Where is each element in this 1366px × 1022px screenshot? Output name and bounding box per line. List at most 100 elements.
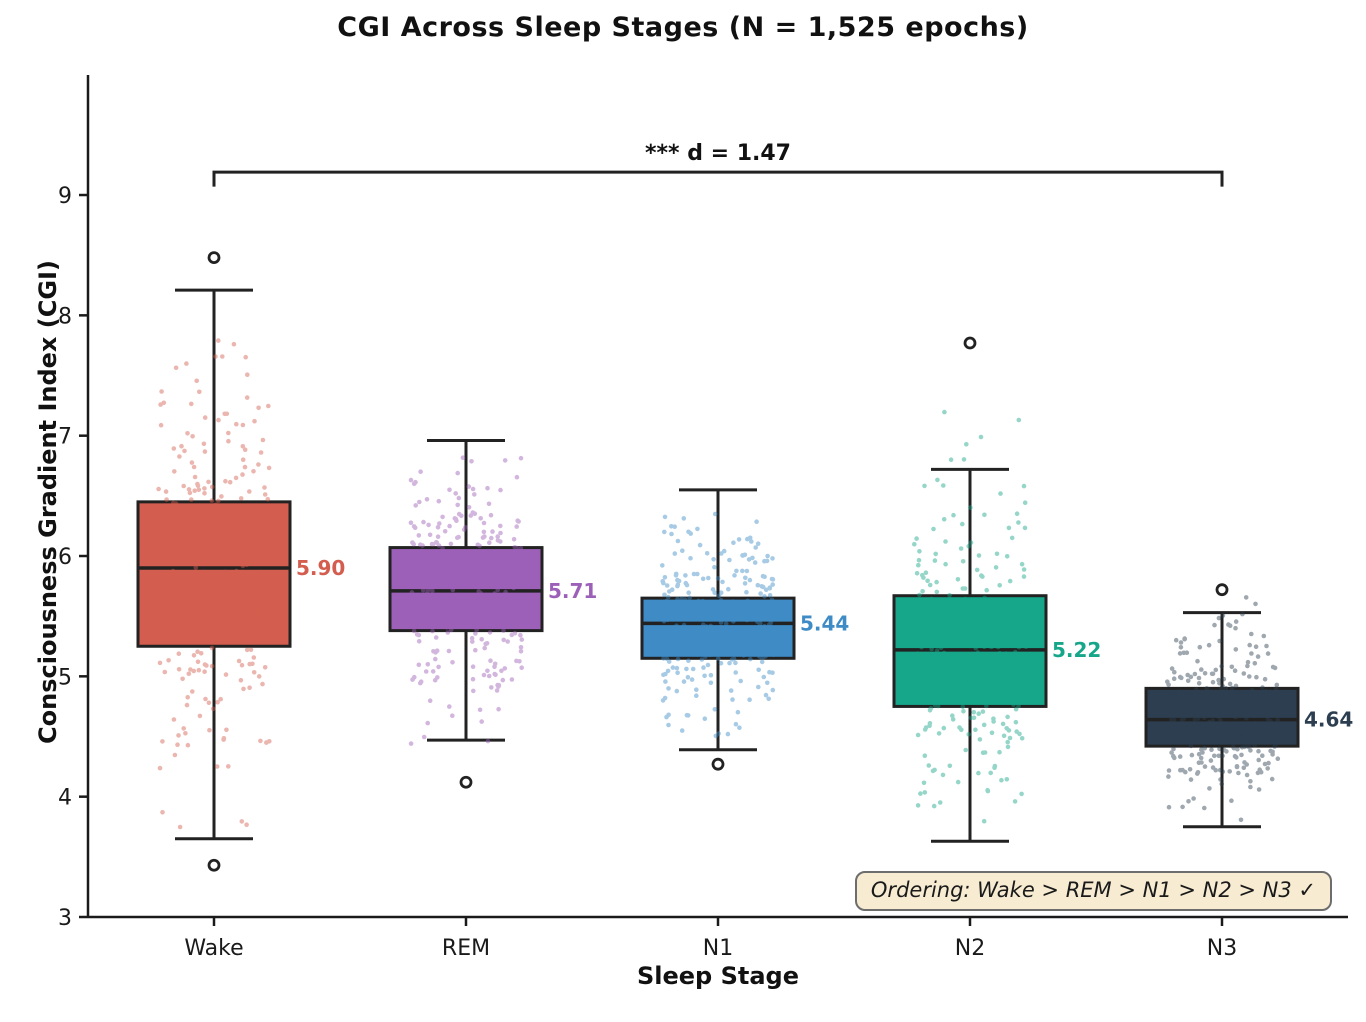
- data-point: [177, 454, 182, 459]
- data-point: [481, 520, 487, 526]
- data-point: [985, 695, 990, 700]
- data-point: [170, 568, 176, 574]
- data-point: [665, 604, 670, 610]
- data-point: [458, 574, 464, 579]
- data-point: [222, 411, 227, 417]
- data-point: [191, 464, 197, 470]
- data-point: [718, 590, 724, 595]
- data-point: [1249, 701, 1254, 707]
- data-point: [1260, 689, 1266, 695]
- data-point: [1202, 805, 1207, 811]
- data-point: [186, 671, 192, 677]
- data-point: [1172, 669, 1177, 675]
- data-point: [471, 604, 477, 609]
- data-point: [484, 641, 490, 646]
- data-point: [414, 632, 420, 637]
- y-tick-label: 5: [58, 665, 72, 690]
- data-point: [427, 698, 433, 703]
- data-point: [1196, 721, 1202, 727]
- data-point: [1267, 692, 1273, 697]
- data-point: [982, 604, 988, 610]
- data-point: [173, 365, 179, 371]
- data-point: [480, 535, 486, 540]
- data-point: [492, 568, 497, 573]
- data-point: [1202, 745, 1207, 751]
- data-point: [664, 714, 669, 720]
- data-point: [1004, 554, 1010, 559]
- data-point: [955, 693, 960, 698]
- data-point: [1241, 671, 1247, 676]
- data-point: [680, 637, 685, 643]
- data-point: [177, 628, 182, 634]
- data-point: [455, 470, 461, 476]
- data-point: [189, 401, 194, 407]
- data-point: [743, 575, 748, 581]
- data-point: [224, 530, 230, 536]
- data-point: [224, 573, 229, 578]
- data-point: [931, 615, 936, 621]
- data-point: [258, 569, 263, 575]
- data-point: [964, 665, 969, 671]
- data-point: [706, 575, 711, 581]
- data-point: [1245, 663, 1250, 669]
- data-point: [1233, 647, 1239, 652]
- data-point: [1233, 619, 1239, 624]
- data-point: [714, 641, 719, 647]
- data-point: [730, 697, 735, 702]
- data-point: [454, 518, 459, 523]
- data-point: [1207, 786, 1212, 791]
- data-point: [740, 553, 746, 558]
- data-point: [235, 527, 240, 532]
- data-point: [930, 629, 935, 635]
- data-point: [441, 581, 447, 587]
- data-point: [981, 644, 987, 650]
- data-point: [1232, 753, 1238, 759]
- data-point: [1234, 764, 1240, 769]
- data-point: [1273, 737, 1279, 743]
- data-point: [1196, 707, 1201, 713]
- data-point: [1222, 726, 1227, 732]
- data-point: [1174, 693, 1179, 698]
- data-point: [1217, 746, 1222, 752]
- data-point: [982, 595, 987, 601]
- data-point: [204, 663, 209, 668]
- data-point: [247, 489, 252, 494]
- data-point: [413, 503, 419, 508]
- data-point: [203, 696, 208, 702]
- data-point: [1011, 698, 1016, 703]
- data-point: [1258, 769, 1264, 775]
- data-point: [674, 606, 679, 612]
- data-point: [166, 573, 172, 579]
- data-point: [1247, 724, 1253, 729]
- data-point: [946, 628, 952, 634]
- data-point: [172, 529, 177, 535]
- data-point: [768, 640, 774, 645]
- data-point: [1257, 767, 1262, 772]
- data-point: [202, 662, 208, 667]
- data-point: [925, 578, 930, 584]
- data-point: [686, 590, 691, 595]
- data-point: [1202, 721, 1208, 727]
- data-point: [1183, 708, 1188, 713]
- data-point: [1182, 695, 1188, 701]
- data-point: [499, 668, 504, 674]
- data-point: [431, 616, 437, 622]
- data-point: [687, 595, 692, 601]
- data-point: [991, 719, 996, 724]
- data-point: [1182, 636, 1187, 641]
- data-point: [1188, 674, 1194, 680]
- data-point: [681, 646, 686, 652]
- data-point: [1208, 689, 1213, 694]
- data-point: [769, 576, 775, 582]
- data-point: [1233, 714, 1239, 720]
- data-point: [675, 577, 680, 583]
- data-point: [266, 403, 271, 409]
- data-point: [511, 585, 516, 591]
- data-point: [771, 644, 776, 649]
- data-point: [1244, 715, 1249, 721]
- x-tick-label: REM: [442, 936, 490, 961]
- data-point: [753, 545, 758, 550]
- data-point: [248, 647, 254, 652]
- data-point: [437, 521, 442, 526]
- data-point: [416, 552, 422, 558]
